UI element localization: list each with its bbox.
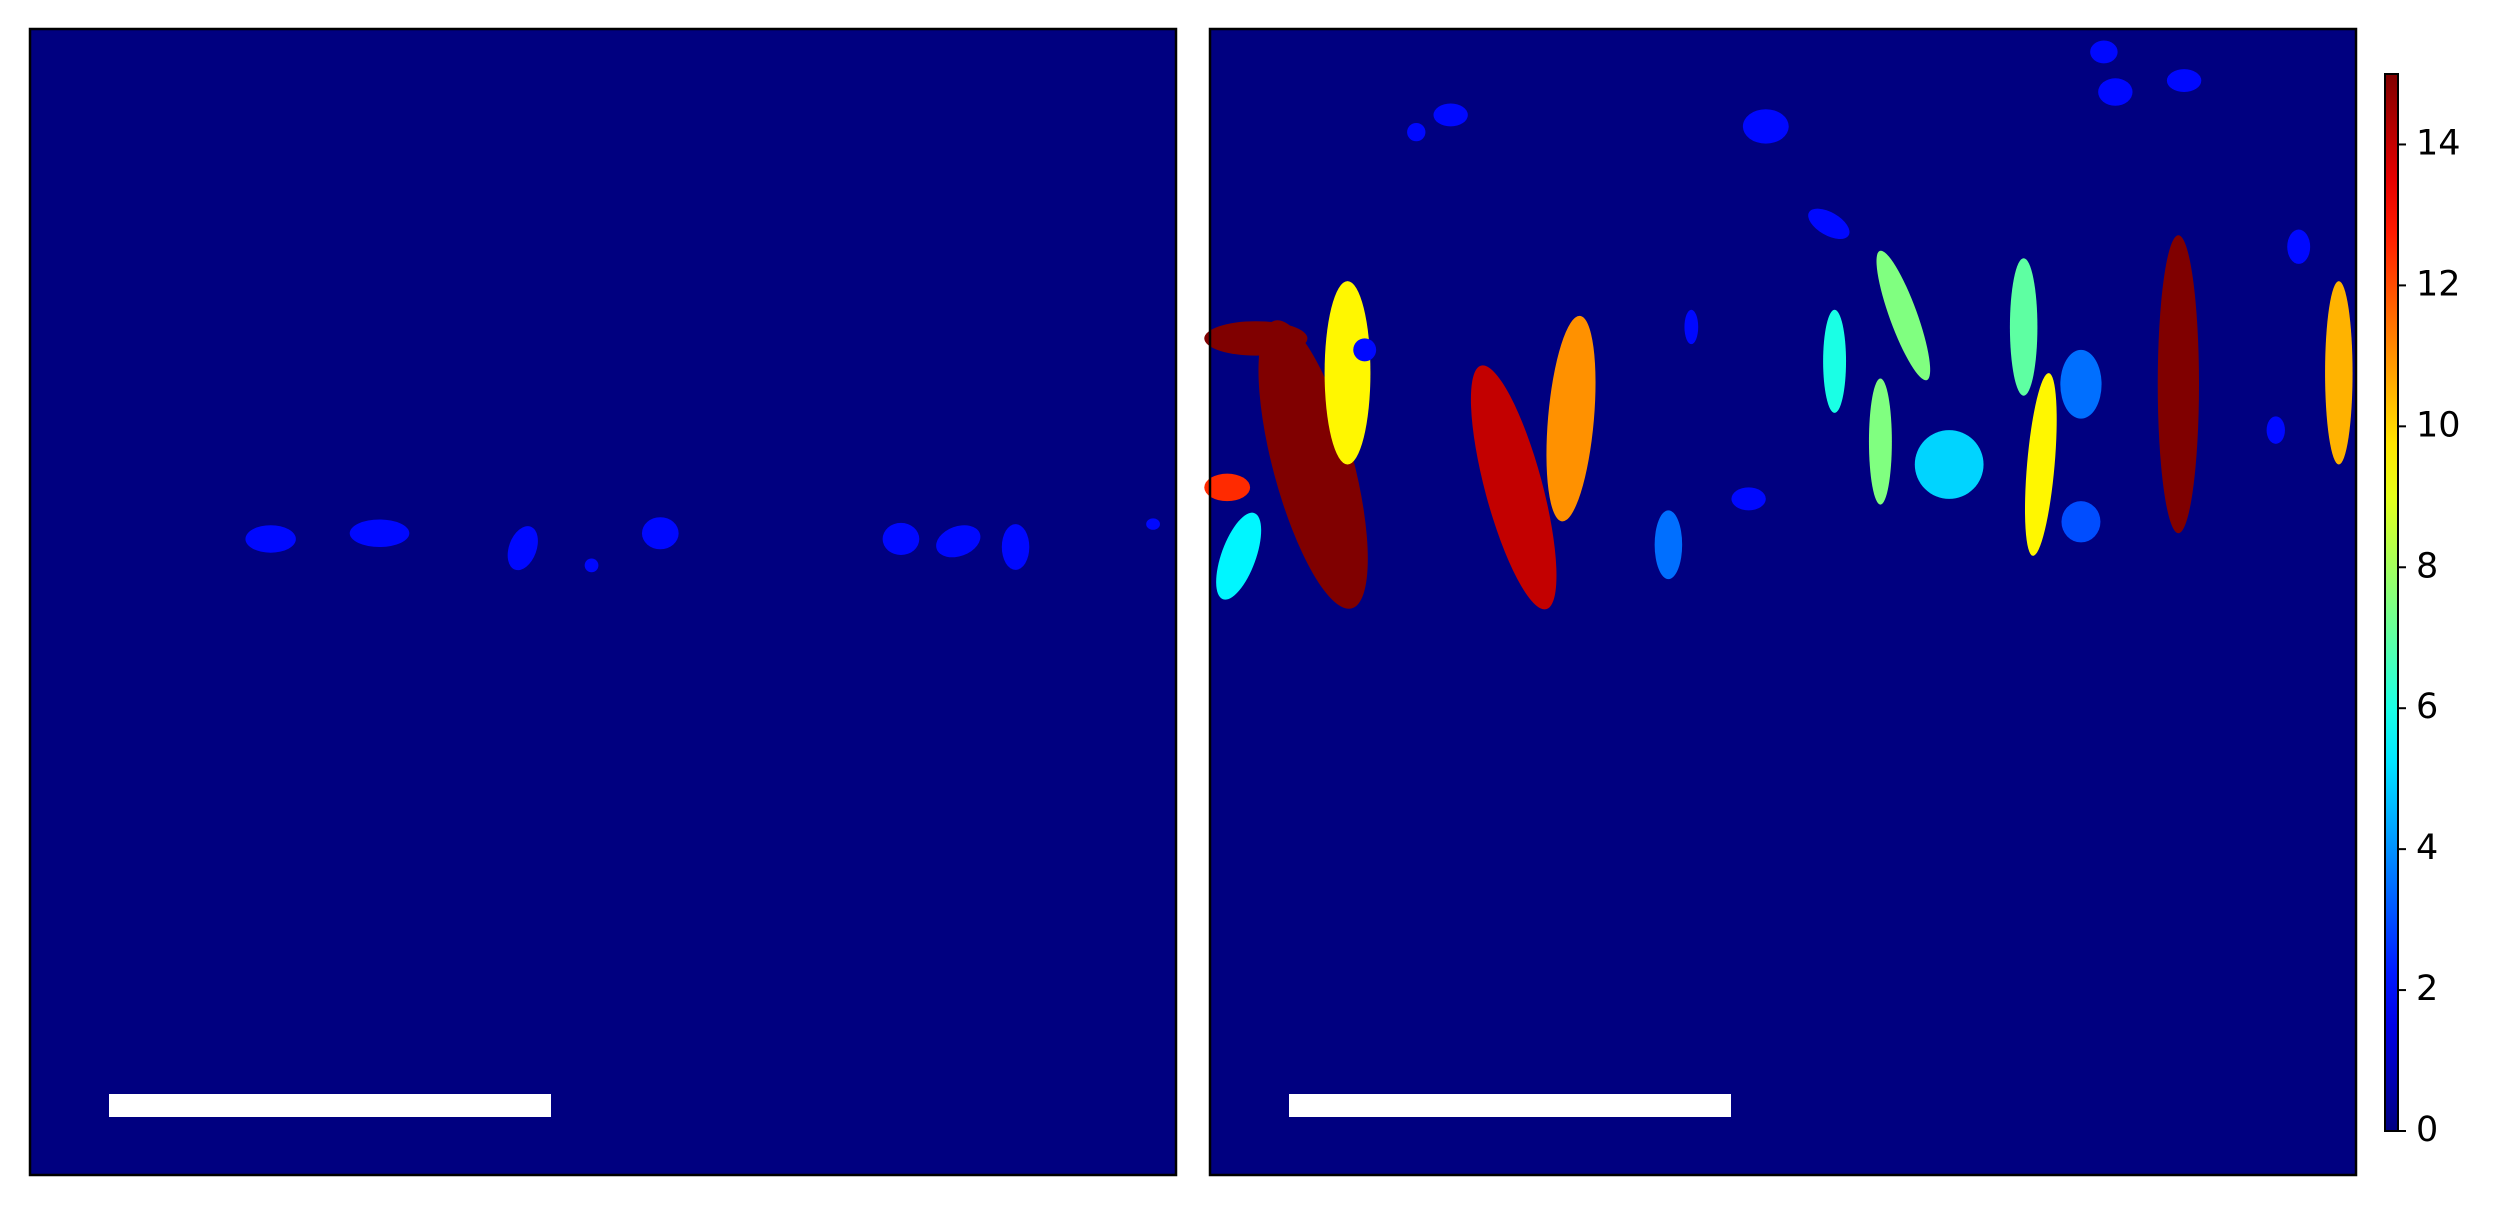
blob: [1823, 309, 1847, 413]
blob: [1001, 524, 1030, 570]
blob: [1914, 430, 1984, 499]
blob: [1216, 512, 1262, 600]
blob: [1258, 320, 1368, 609]
blob: [2060, 349, 2102, 419]
blob: [2090, 40, 2118, 64]
blob: [1868, 378, 1892, 505]
blob: [2098, 78, 2133, 106]
blob: [515, 534, 530, 549]
image-background: [1210, 29, 2356, 1175]
scale-bar: [109, 1094, 551, 1117]
blob: [1407, 122, 1426, 142]
colorbar-tick-label: 10: [2416, 405, 2461, 445]
blob: [1876, 250, 1931, 381]
blob: [1470, 365, 1557, 610]
blob: [936, 525, 981, 558]
colorbar-tick-label: 2: [2416, 969, 2438, 1009]
blob: [1684, 309, 1699, 345]
blob: [2009, 258, 2038, 396]
blob: [1742, 109, 1789, 144]
blob: [2266, 416, 2285, 444]
colorbar-tick-label: 8: [2416, 546, 2438, 586]
blob: [1654, 510, 1683, 580]
blob: [1146, 518, 1160, 530]
blob: [641, 517, 679, 550]
image-panel: [28, 27, 1178, 1177]
colorbar-tick-label: 4: [2416, 828, 2438, 868]
blob: [1546, 315, 1596, 522]
blob: [2061, 501, 2101, 543]
image-background: [30, 29, 1176, 1175]
blob: [584, 558, 599, 573]
blob: [1731, 487, 1766, 511]
colorbar: [2384, 73, 2399, 1132]
panel-frame: [1208, 27, 2358, 1177]
blob: [882, 522, 920, 556]
colorbar-tick-label: 0: [2416, 1110, 2438, 1150]
blob: [2157, 235, 2199, 534]
blob: [2024, 373, 2057, 556]
colorbar-tick-label: 14: [2416, 123, 2461, 163]
blob: [1204, 473, 1251, 502]
image-panel: [1204, 27, 2358, 1177]
colorbar-tick-label: 12: [2416, 264, 2461, 304]
panel-frame: [28, 27, 1178, 1177]
blob: [2166, 69, 2202, 93]
blob: [245, 525, 296, 553]
colorbar-tick-label: 6: [2416, 687, 2438, 727]
blob: [1808, 208, 1850, 239]
blob: [1353, 338, 1377, 362]
blob: [2325, 281, 2353, 465]
scale-bar: [1289, 1094, 1731, 1117]
blob: [2287, 229, 2311, 264]
blob: [1324, 281, 1371, 465]
blob: [1433, 103, 1468, 127]
blob: [349, 519, 410, 547]
